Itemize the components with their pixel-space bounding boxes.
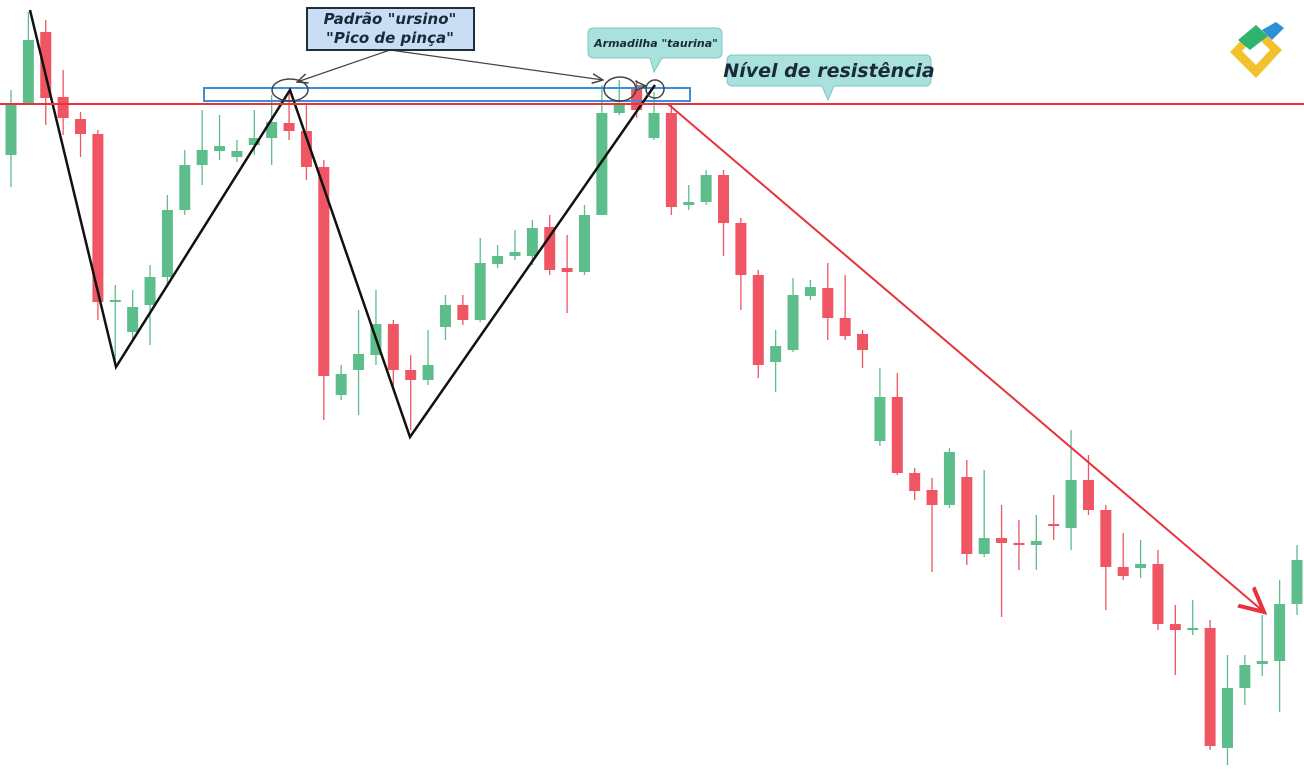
resistance-callout bbox=[726, 54, 932, 102]
candle-body bbox=[1117, 567, 1129, 576]
highlight bbox=[271, 78, 309, 102]
candle-body bbox=[214, 146, 226, 151]
annotation: "Pico de pinça" bbox=[326, 29, 454, 47]
candle-body bbox=[961, 477, 973, 554]
candle-body bbox=[266, 122, 278, 138]
candle-body bbox=[700, 175, 712, 202]
annotation: Nível de resistência bbox=[723, 60, 934, 82]
pattern-box bbox=[306, 7, 475, 51]
resistance-zone bbox=[203, 87, 691, 102]
candles bbox=[5, 12, 1303, 765]
candle-body bbox=[787, 295, 799, 350]
candle-body bbox=[1169, 624, 1181, 630]
candle-body bbox=[283, 123, 295, 131]
candle-body bbox=[1221, 688, 1233, 748]
candle-body bbox=[1135, 564, 1147, 568]
candle-body bbox=[318, 167, 330, 376]
candle-body bbox=[231, 151, 243, 157]
candle-body bbox=[978, 538, 990, 554]
candle-body bbox=[718, 175, 730, 223]
candle-body bbox=[822, 288, 834, 318]
candle-body bbox=[752, 275, 764, 365]
candle-body bbox=[127, 307, 139, 332]
candle-body bbox=[613, 105, 625, 113]
candle-body bbox=[891, 397, 903, 473]
candle-body bbox=[22, 40, 34, 103]
candle-body bbox=[179, 165, 191, 210]
candle-body bbox=[578, 215, 590, 272]
candle-body bbox=[457, 305, 469, 320]
annotation: Padrão "ursino" bbox=[324, 10, 457, 28]
candle-body bbox=[561, 268, 573, 272]
candle-body bbox=[1100, 510, 1112, 567]
candle-body bbox=[1030, 541, 1042, 545]
candle-body bbox=[109, 300, 121, 302]
candle-body bbox=[92, 134, 104, 302]
candle-body bbox=[544, 227, 556, 270]
candle-body bbox=[474, 263, 486, 320]
candle-body bbox=[1082, 480, 1094, 510]
annotation: Armadilha "taurina" bbox=[593, 37, 718, 50]
candle-body bbox=[405, 370, 417, 380]
candle-body bbox=[40, 32, 52, 98]
candle-body bbox=[1239, 665, 1251, 688]
candle-body bbox=[509, 252, 521, 256]
candle-body bbox=[526, 228, 538, 256]
candle-body bbox=[248, 138, 260, 145]
candle-body bbox=[804, 287, 816, 296]
trend-arrow bbox=[667, 103, 1264, 612]
candle-body bbox=[665, 113, 677, 207]
candle-body bbox=[335, 374, 347, 395]
candle-body bbox=[1256, 661, 1268, 664]
candle-body bbox=[1152, 564, 1164, 624]
logo bbox=[1230, 22, 1284, 78]
candle-body bbox=[874, 397, 886, 441]
candle-body bbox=[196, 150, 208, 165]
candle-body bbox=[300, 131, 312, 167]
candle-body bbox=[926, 490, 938, 505]
candle-body bbox=[1187, 628, 1199, 630]
candle-body bbox=[857, 334, 869, 350]
trap-callout bbox=[587, 27, 723, 74]
pointer bbox=[297, 49, 391, 82]
candle-body bbox=[596, 113, 608, 215]
candle-body bbox=[770, 346, 782, 362]
candle-body bbox=[1013, 543, 1025, 545]
candle-body bbox=[387, 324, 399, 370]
candle-body bbox=[57, 97, 69, 118]
candle-body bbox=[161, 210, 173, 277]
candle-body bbox=[492, 256, 504, 264]
pointer bbox=[389, 49, 603, 80]
candle-body bbox=[439, 305, 451, 327]
candle-body bbox=[943, 452, 955, 505]
candle-body bbox=[422, 365, 434, 380]
candle-body bbox=[996, 538, 1008, 543]
zigzag bbox=[28, 9, 657, 440]
candle-body bbox=[909, 473, 921, 491]
candle-body bbox=[144, 277, 156, 305]
candle-body bbox=[683, 202, 695, 205]
candle-body bbox=[1291, 560, 1303, 604]
candle-body bbox=[75, 119, 87, 134]
candle-body bbox=[1065, 480, 1077, 528]
candle-body bbox=[1204, 628, 1216, 746]
candle-body bbox=[839, 318, 851, 336]
candle-body bbox=[5, 103, 17, 155]
candle-body bbox=[648, 113, 660, 138]
candle-body bbox=[735, 223, 747, 275]
candle-body bbox=[631, 87, 643, 110]
candle-body bbox=[1048, 524, 1060, 526]
candle-body bbox=[1274, 604, 1286, 661]
candle-body bbox=[353, 354, 365, 370]
